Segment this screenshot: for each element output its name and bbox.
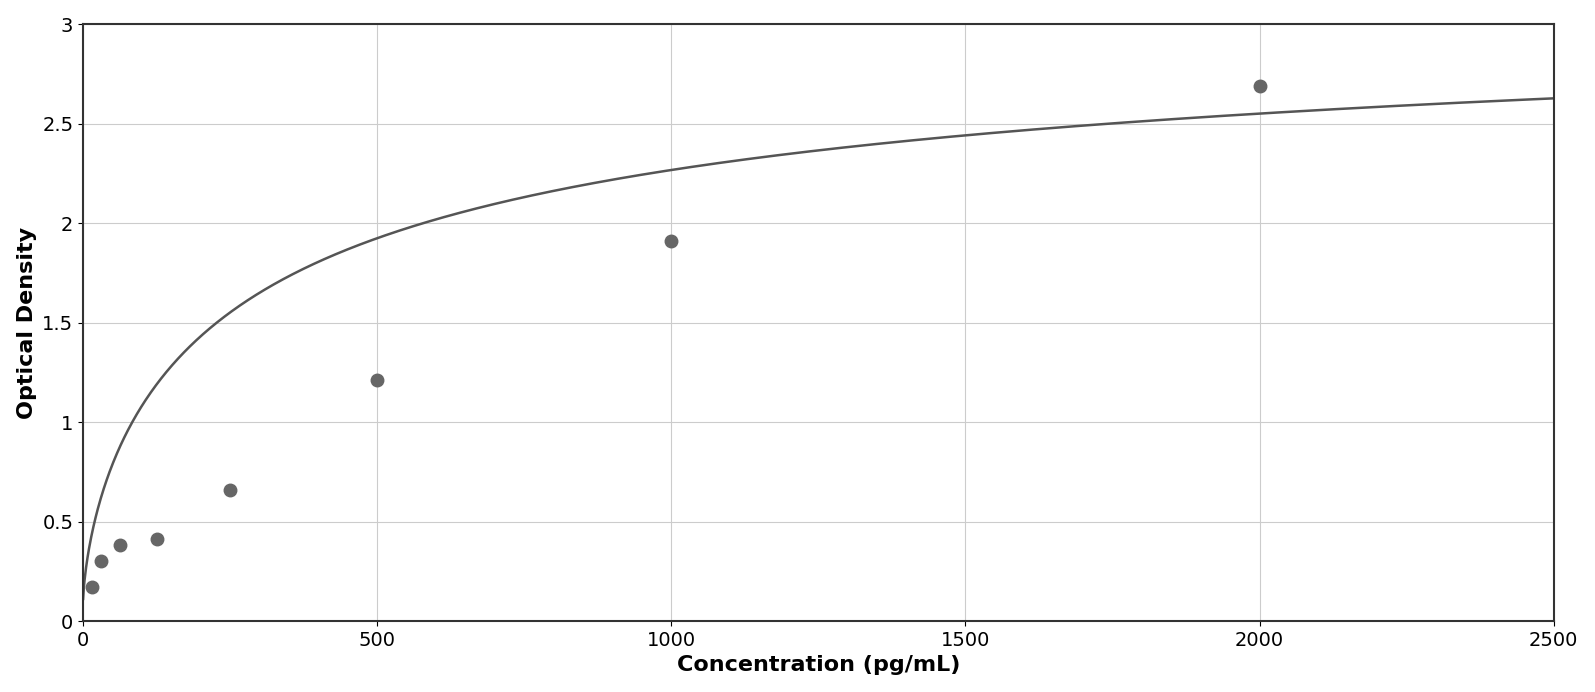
Point [364,375,389,386]
Point [144,534,169,545]
Point [217,484,242,495]
Point [107,540,132,551]
Point [1247,80,1273,91]
X-axis label: Concentration (pg/mL): Concentration (pg/mL) [676,655,960,675]
Point [659,235,684,246]
Y-axis label: Optical Density: Optical Density [16,226,37,419]
Point [89,556,115,567]
Point [80,582,105,593]
